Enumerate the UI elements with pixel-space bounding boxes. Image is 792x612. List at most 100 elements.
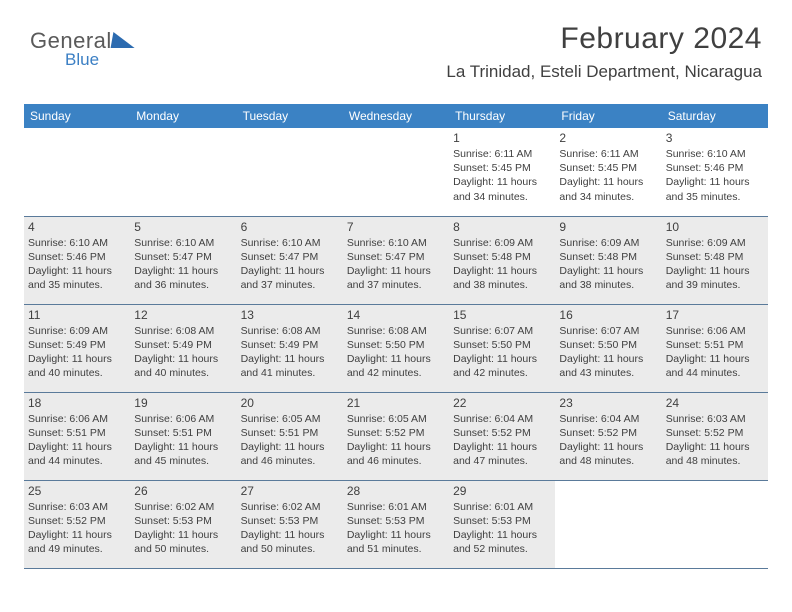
sunset-text: Sunset: 5:46 PM bbox=[28, 250, 126, 264]
daylight-text: Daylight: 11 hours and 50 minutes. bbox=[134, 528, 232, 556]
sunrise-text: Sunrise: 6:01 AM bbox=[347, 500, 445, 514]
daylight-text: Daylight: 11 hours and 36 minutes. bbox=[134, 264, 232, 292]
calendar-empty-cell bbox=[343, 128, 449, 216]
weekday-header: Saturday bbox=[662, 104, 768, 128]
calendar-day-cell: 6 Sunrise: 6:10 AMSunset: 5:47 PMDaylight… bbox=[237, 216, 343, 304]
calendar-day-cell: 25 Sunrise: 6:03 AMSunset: 5:52 PMDayligh… bbox=[24, 480, 130, 568]
day-number: 26 bbox=[134, 484, 232, 498]
day-info: Sunrise: 6:03 AMSunset: 5:52 PMDaylight:… bbox=[28, 500, 126, 557]
sunrise-text: Sunrise: 6:06 AM bbox=[28, 412, 126, 426]
day-info: Sunrise: 6:01 AMSunset: 5:53 PMDaylight:… bbox=[347, 500, 445, 557]
sunset-text: Sunset: 5:52 PM bbox=[347, 426, 445, 440]
calendar-empty-cell bbox=[555, 480, 661, 568]
day-info: Sunrise: 6:10 AMSunset: 5:47 PMDaylight:… bbox=[347, 236, 445, 293]
daylight-text: Daylight: 11 hours and 38 minutes. bbox=[453, 264, 551, 292]
calendar-day-cell: 20Sunrise: 6:05 AMSunset: 5:51 PMDayligh… bbox=[237, 392, 343, 480]
calendar-day-cell: 22Sunrise: 6:04 AMSunset: 5:52 PMDayligh… bbox=[449, 392, 555, 480]
day-info: Sunrise: 6:06 AMSunset: 5:51 PMDaylight:… bbox=[666, 324, 764, 381]
calendar-day-cell: 13Sunrise: 6:08 AMSunset: 5:49 PMDayligh… bbox=[237, 304, 343, 392]
daylight-text: Daylight: 11 hours and 51 minutes. bbox=[347, 528, 445, 556]
sunrise-text: Sunrise: 6:08 AM bbox=[347, 324, 445, 338]
calendar-day-cell: 1Sunrise: 6:11 AMSunset: 5:45 PMDaylight… bbox=[449, 128, 555, 216]
daylight-text: Daylight: 11 hours and 45 minutes. bbox=[134, 440, 232, 468]
calendar-day-cell: 18 Sunrise: 6:06 AMSunset: 5:51 PMDayligh… bbox=[24, 392, 130, 480]
day-info: Sunrise: 6:02 AMSunset: 5:53 PMDaylight:… bbox=[241, 500, 339, 557]
sunrise-text: Sunrise: 6:08 AM bbox=[134, 324, 232, 338]
daylight-text: Daylight: 11 hours and 34 minutes. bbox=[559, 175, 657, 203]
day-info: Sunrise: 6:10 AMSunset: 5:46 PMDaylight:… bbox=[666, 147, 764, 204]
calendar-empty-cell bbox=[237, 128, 343, 216]
sunset-text: Sunset: 5:51 PM bbox=[241, 426, 339, 440]
day-number: 10 bbox=[666, 220, 764, 234]
daylight-text: Daylight: 11 hours and 48 minutes. bbox=[559, 440, 657, 468]
day-info: Sunrise: 6:09 AMSunset: 5:48 PMDaylight:… bbox=[666, 236, 764, 293]
calendar-week-row: 25 Sunrise: 6:03 AMSunset: 5:52 PMDayligh… bbox=[24, 480, 768, 568]
daylight-text: Daylight: 11 hours and 35 minutes. bbox=[28, 264, 126, 292]
day-number: 23 bbox=[559, 396, 657, 410]
calendar-week-row: 1Sunrise: 6:11 AMSunset: 5:45 PMDaylight… bbox=[24, 128, 768, 216]
day-info: Sunrise: 6:10 AMSunset: 5:47 PMDaylight:… bbox=[134, 236, 232, 293]
day-info: Sunrise: 6:06 AMSunset: 5:51 PMDaylight:… bbox=[28, 412, 126, 469]
day-number: 15 bbox=[453, 308, 551, 322]
sunset-text: Sunset: 5:53 PM bbox=[347, 514, 445, 528]
daylight-text: Daylight: 11 hours and 44 minutes. bbox=[28, 440, 126, 468]
calendar-day-cell: 14Sunrise: 6:08 AMSunset: 5:50 PMDayligh… bbox=[343, 304, 449, 392]
sunset-text: Sunset: 5:45 PM bbox=[559, 161, 657, 175]
calendar-day-cell: 28Sunrise: 6:01 AMSunset: 5:53 PMDayligh… bbox=[343, 480, 449, 568]
day-info: Sunrise: 6:08 AMSunset: 5:49 PMDaylight:… bbox=[134, 324, 232, 381]
daylight-text: Daylight: 11 hours and 35 minutes. bbox=[666, 175, 764, 203]
daylight-text: Daylight: 11 hours and 46 minutes. bbox=[347, 440, 445, 468]
sunset-text: Sunset: 5:52 PM bbox=[453, 426, 551, 440]
daylight-text: Daylight: 11 hours and 38 minutes. bbox=[559, 264, 657, 292]
calendar-table: SundayMondayTuesdayWednesdayThursdayFrid… bbox=[24, 104, 768, 569]
calendar-day-cell: 19Sunrise: 6:06 AMSunset: 5:51 PMDayligh… bbox=[130, 392, 236, 480]
sunset-text: Sunset: 5:50 PM bbox=[559, 338, 657, 352]
day-number: 17 bbox=[666, 308, 764, 322]
day-info: Sunrise: 6:10 AMSunset: 5:47 PMDaylight:… bbox=[241, 236, 339, 293]
brand-text-blue: Blue bbox=[65, 50, 112, 70]
sunrise-text: Sunrise: 6:07 AM bbox=[453, 324, 551, 338]
month-title: February 2024 bbox=[446, 22, 762, 56]
sunrise-text: Sunrise: 6:09 AM bbox=[28, 324, 126, 338]
day-info: Sunrise: 6:01 AMSunset: 5:53 PMDaylight:… bbox=[453, 500, 551, 557]
sunrise-text: Sunrise: 6:01 AM bbox=[453, 500, 551, 514]
day-info: Sunrise: 6:07 AMSunset: 5:50 PMDaylight:… bbox=[453, 324, 551, 381]
day-info: Sunrise: 6:10 AMSunset: 5:46 PMDaylight:… bbox=[28, 236, 126, 293]
sunrise-text: Sunrise: 6:04 AM bbox=[559, 412, 657, 426]
calendar-day-cell: 7Sunrise: 6:10 AMSunset: 5:47 PMDaylight… bbox=[343, 216, 449, 304]
day-number: 6 bbox=[241, 220, 339, 234]
sunrise-text: Sunrise: 6:02 AM bbox=[134, 500, 232, 514]
daylight-text: Daylight: 11 hours and 52 minutes. bbox=[453, 528, 551, 556]
sunrise-text: Sunrise: 6:10 AM bbox=[347, 236, 445, 250]
sunrise-text: Sunrise: 6:05 AM bbox=[241, 412, 339, 426]
calendar-day-cell: 21Sunrise: 6:05 AMSunset: 5:52 PMDayligh… bbox=[343, 392, 449, 480]
brand-logo: General Blue bbox=[30, 28, 112, 70]
calendar-week-row: 11Sunrise: 6:09 AMSunset: 5:49 PMDayligh… bbox=[24, 304, 768, 392]
weekday-header: Friday bbox=[555, 104, 661, 128]
calendar-head: SundayMondayTuesdayWednesdayThursdayFrid… bbox=[24, 104, 768, 128]
calendar-day-cell: 26 Sunrise: 6:02 AMSunset: 5:53 PMDayligh… bbox=[130, 480, 236, 568]
day-number: 14 bbox=[347, 308, 445, 322]
sunset-text: Sunset: 5:51 PM bbox=[134, 426, 232, 440]
weekday-header-row: SundayMondayTuesdayWednesdayThursdayFrid… bbox=[24, 104, 768, 128]
sunset-text: Sunset: 5:52 PM bbox=[559, 426, 657, 440]
calendar-day-cell: 15 Sunrise: 6:07 AMSunset: 5:50 PMDayligh… bbox=[449, 304, 555, 392]
sunset-text: Sunset: 5:53 PM bbox=[453, 514, 551, 528]
day-number: 18 bbox=[28, 396, 126, 410]
sunrise-text: Sunrise: 6:10 AM bbox=[134, 236, 232, 250]
sunset-text: Sunset: 5:50 PM bbox=[453, 338, 551, 352]
calendar-day-cell: 29Sunrise: 6:01 AMSunset: 5:53 PMDayligh… bbox=[449, 480, 555, 568]
sunset-text: Sunset: 5:47 PM bbox=[134, 250, 232, 264]
daylight-text: Daylight: 11 hours and 37 minutes. bbox=[347, 264, 445, 292]
day-number: 25 bbox=[28, 484, 126, 498]
day-info: Sunrise: 6:05 AMSunset: 5:51 PMDaylight:… bbox=[241, 412, 339, 469]
daylight-text: Daylight: 11 hours and 42 minutes. bbox=[347, 352, 445, 380]
calendar-week-row: 4Sunrise: 6:10 AMSunset: 5:46 PMDaylight… bbox=[24, 216, 768, 304]
day-info: Sunrise: 6:09 AMSunset: 5:48 PMDaylight:… bbox=[453, 236, 551, 293]
day-info: Sunrise: 6:11 AMSunset: 5:45 PMDaylight:… bbox=[559, 147, 657, 204]
sunset-text: Sunset: 5:48 PM bbox=[559, 250, 657, 264]
day-info: Sunrise: 6:09 AMSunset: 5:49 PMDaylight:… bbox=[28, 324, 126, 381]
day-info: Sunrise: 6:04 AMSunset: 5:52 PMDaylight:… bbox=[453, 412, 551, 469]
sunrise-text: Sunrise: 6:10 AM bbox=[666, 147, 764, 161]
sunset-text: Sunset: 5:53 PM bbox=[134, 514, 232, 528]
